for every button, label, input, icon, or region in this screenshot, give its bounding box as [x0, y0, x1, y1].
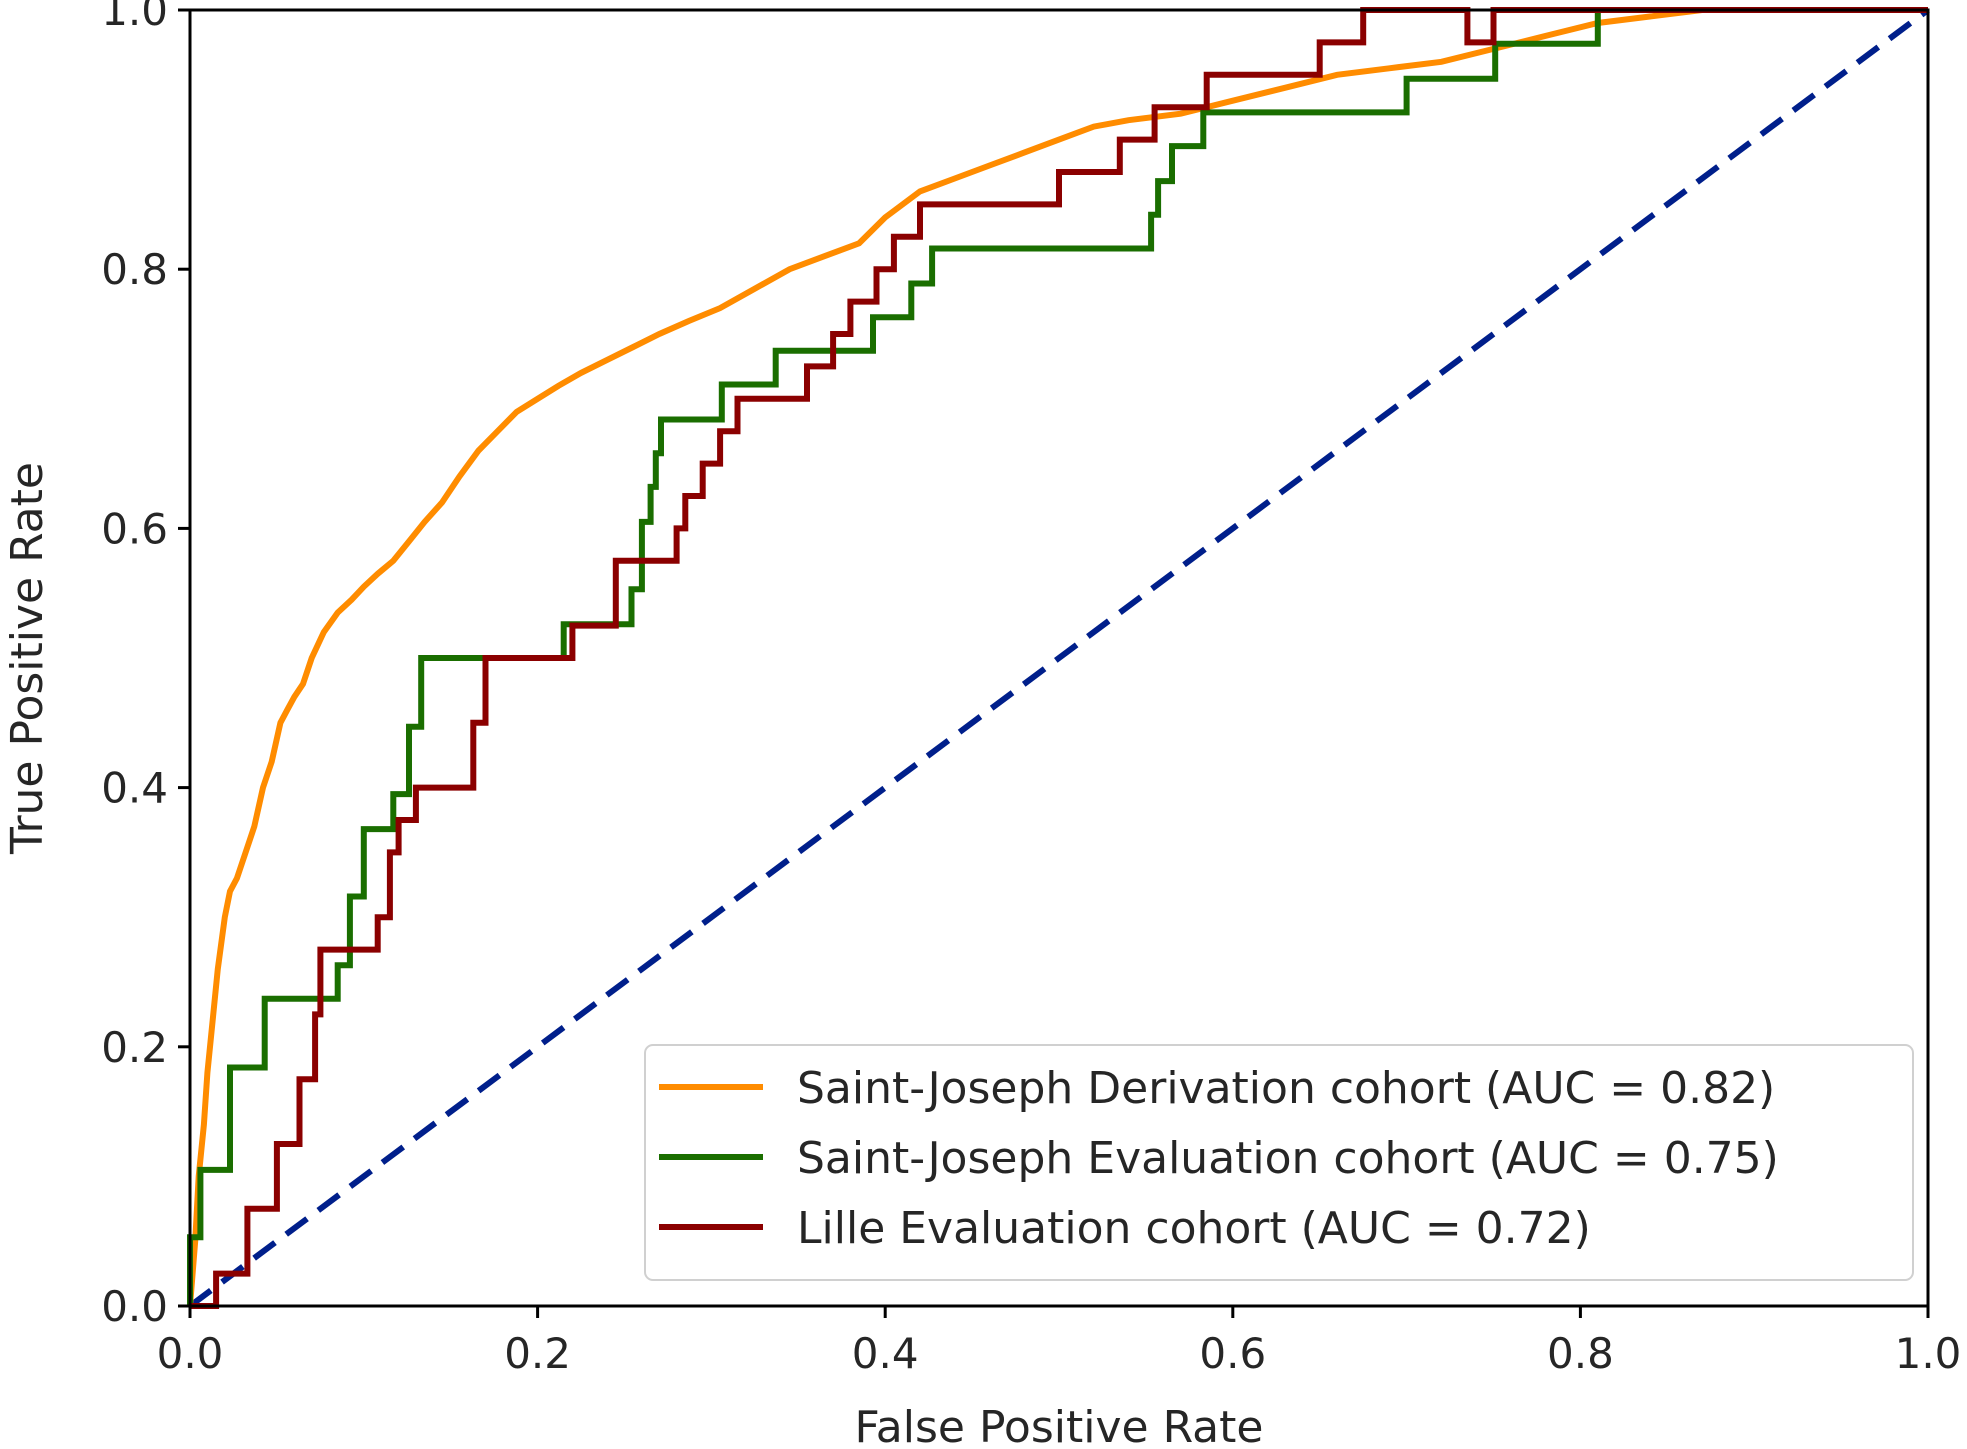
axis-ticks: 0.0 0.2 0.4 0.6 0.8 1.0 0.0 0.2 0.4 0.6 0.8 1.0	[101, 0, 1961, 1378]
legend-label-1: Saint-Joseph Derivation cohort (AUC = 0.…	[797, 1063, 1775, 1114]
series-line-3	[190, 7, 1928, 1309]
y-tick-label: 1.0	[101, 0, 168, 35]
y-tick-label: 0.0	[101, 1282, 168, 1331]
x-tick-label: 0.6	[1199, 1329, 1266, 1378]
y-tick-label: 0.8	[101, 245, 168, 294]
plot-content	[187, 7, 1930, 1309]
series-line-1	[187, 7, 1703, 1307]
legend-label-3: Lille Evaluation cohort (AUC = 0.72)	[797, 1203, 1591, 1254]
x-tick-label: 0.0	[157, 1329, 224, 1378]
series-line-2	[187, 7, 1928, 1306]
plot-frame	[188, 8, 1930, 1308]
y-tick-label: 0.2	[101, 1023, 168, 1072]
y-axis-label: True Positive Rate	[2, 462, 53, 855]
legend: Saint-Joseph Derivation cohort (AUC = 0.…	[644, 1044, 1914, 1281]
reference-diagonal-line	[188, 7, 1930, 1309]
x-tick-label: 0.4	[852, 1329, 919, 1378]
x-tick-label: 1.0	[1895, 1329, 1962, 1378]
y-tick-label: 0.4	[101, 764, 168, 813]
legend-label-2: Saint-Joseph Evaluation cohort (AUC = 0.…	[797, 1133, 1779, 1184]
y-tick-label: 0.6	[101, 504, 168, 553]
x-tick-label: 0.2	[504, 1329, 571, 1378]
x-axis-label: False Positive Rate	[855, 1402, 1264, 1449]
x-tick-label: 0.8	[1547, 1329, 1614, 1378]
legend-box	[644, 1044, 1914, 1281]
